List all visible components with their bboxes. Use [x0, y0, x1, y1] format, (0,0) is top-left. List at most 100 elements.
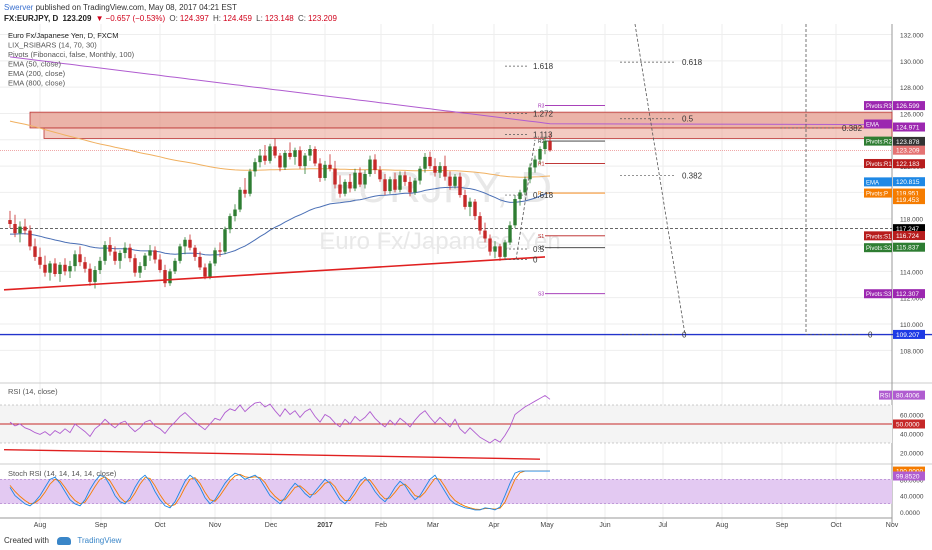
- candle-body: [513, 199, 517, 226]
- fib-level-label-right: 0.382: [842, 124, 863, 133]
- candle-body: [383, 179, 387, 192]
- fibonacci-levels: 1.618 1.272 1.113 0.618 0.5 0 0.618 0.5 0.382 0.3…: [505, 58, 873, 340]
- fib-level-label-right: 0: [682, 331, 687, 340]
- candle-body: [63, 264, 67, 272]
- candle-body: [203, 267, 207, 277]
- candle-body: [363, 174, 367, 185]
- candle-body: [408, 181, 412, 193]
- pivot-tag: [864, 188, 892, 198]
- candle-body: [393, 179, 397, 190]
- candle-body: [463, 195, 467, 207]
- rsi-name-tag-text: RSI: [880, 394, 890, 400]
- candle-body: [148, 250, 152, 256]
- price-axis-tag-text: 119.951: [896, 191, 919, 198]
- ema-800-line: [9, 56, 893, 126]
- price-axis-tag-text: 117.247: [896, 226, 919, 233]
- candle-body: [43, 264, 47, 273]
- pivot-tag-text: Pivots:S1: [866, 234, 892, 240]
- candle-body: [118, 252, 122, 261]
- price-tick-label: 128.000: [900, 85, 924, 92]
- time-axis: Aug Sep Oct Nov Dec 2017 Feb Mar Apr May Jun Jul Aug…: [0, 517, 899, 529]
- author-name[interactable]: Swerver: [4, 3, 34, 12]
- candle-body: [503, 242, 507, 257]
- tradingview-link[interactable]: TradingView: [77, 536, 122, 545]
- fib-level-label: 0.5: [533, 245, 545, 254]
- fib-level-label-right: 0.5: [682, 115, 694, 124]
- candle-body: [428, 156, 432, 167]
- pivot-small-label: S2: [538, 246, 544, 252]
- candle-body: [518, 192, 522, 199]
- rsi-value-tag-text: 80.4006: [896, 393, 920, 400]
- trend-drawings: [0, 24, 932, 336]
- pivot-tag: [864, 136, 892, 146]
- price-axis-tag: [893, 101, 925, 111]
- fib-trend-line: [515, 139, 536, 260]
- candle-body: [548, 141, 552, 151]
- price-chart[interactable]: EURJPY, D Euro Fx/Japanese Yen R3R2R1PS1…: [0, 24, 932, 538]
- candle-body: [243, 189, 247, 194]
- rsi-value-tag: [893, 390, 925, 400]
- down-arrow-icon: ▼: [95, 14, 104, 23]
- candle-body: [338, 184, 342, 194]
- price-axis-tag-text: 115.837: [896, 245, 919, 252]
- price-axis-tag-text: 122.183: [896, 161, 920, 168]
- indicator-legend-item: EMA (800, close): [8, 79, 66, 88]
- indicator-legend-item: Pivots (Fibonacci, false, Monthly, 100): [8, 50, 135, 59]
- pivot-tag-text: EMA: [866, 180, 879, 186]
- candle-body: [368, 159, 372, 174]
- candle-body: [478, 216, 482, 231]
- price-axis-tag: [893, 188, 925, 198]
- stoch-value-tag: [893, 466, 925, 476]
- candle-body: [213, 250, 217, 264]
- last-price: 123.209: [62, 14, 92, 23]
- price-axis-tag-text: 123.878: [896, 139, 920, 146]
- pivot-tag: [864, 243, 892, 253]
- stoch-tick-label: 40.0000: [900, 494, 924, 501]
- candle-body: [228, 216, 232, 230]
- candle-body: [253, 162, 257, 172]
- price-axis-tag-text: 109.207: [896, 332, 920, 339]
- low-value: 123.148: [264, 14, 294, 23]
- candle-body: [293, 150, 297, 157]
- rsi-name-tag: [879, 390, 892, 400]
- price-tick-label: 132.000: [900, 33, 924, 40]
- candle-body: [208, 263, 212, 277]
- candle-body: [163, 270, 167, 284]
- indicator-legend-item: Euro Fx/Japanese Yen, D, FXCM: [8, 31, 118, 40]
- published-info: published on TradingView.com, May 08, 20…: [35, 3, 237, 12]
- candle-body: [443, 166, 447, 177]
- candle-body: [108, 245, 112, 252]
- fib-level-label: 1.272: [533, 109, 554, 118]
- pivot-small-label: R2: [538, 139, 545, 145]
- candle-body: [23, 226, 27, 231]
- price-axis-tag: [893, 329, 925, 339]
- candle-body: [268, 146, 272, 161]
- candle-body: [93, 270, 97, 282]
- candle-body: [523, 179, 527, 193]
- month-label: Nov: [886, 522, 899, 529]
- candle-body: [433, 166, 437, 173]
- month-label: Sep: [95, 522, 108, 529]
- candlesticks: [8, 133, 552, 289]
- stoch-k-tag: [893, 471, 925, 481]
- candle-body: [278, 155, 282, 168]
- candle-body: [233, 209, 237, 217]
- candle-body: [458, 176, 462, 196]
- candle-body: [173, 260, 177, 272]
- candle-body: [473, 201, 477, 217]
- price-axis-tag: [893, 224, 925, 234]
- rsi-tick-label: 60.0000: [900, 413, 924, 420]
- pivot-small-label: R3: [538, 104, 545, 110]
- candle-body: [378, 170, 382, 180]
- high-value: 124.459: [223, 14, 252, 23]
- candle-body: [333, 168, 337, 185]
- candle-body: [488, 238, 492, 252]
- candle-body: [88, 268, 92, 282]
- stoch-d-line: [9, 470, 550, 510]
- rsi-trendline: [3, 448, 541, 460]
- price-tick-label: 130.000: [900, 59, 924, 66]
- fib-level-label: 1.618: [533, 62, 554, 71]
- price-axis-tag-text: 123.209: [896, 148, 920, 155]
- pivot-lines: R3 R2 R1 P S1 S2 S3: [0, 104, 892, 298]
- fib-level-label: 0.618: [533, 191, 554, 200]
